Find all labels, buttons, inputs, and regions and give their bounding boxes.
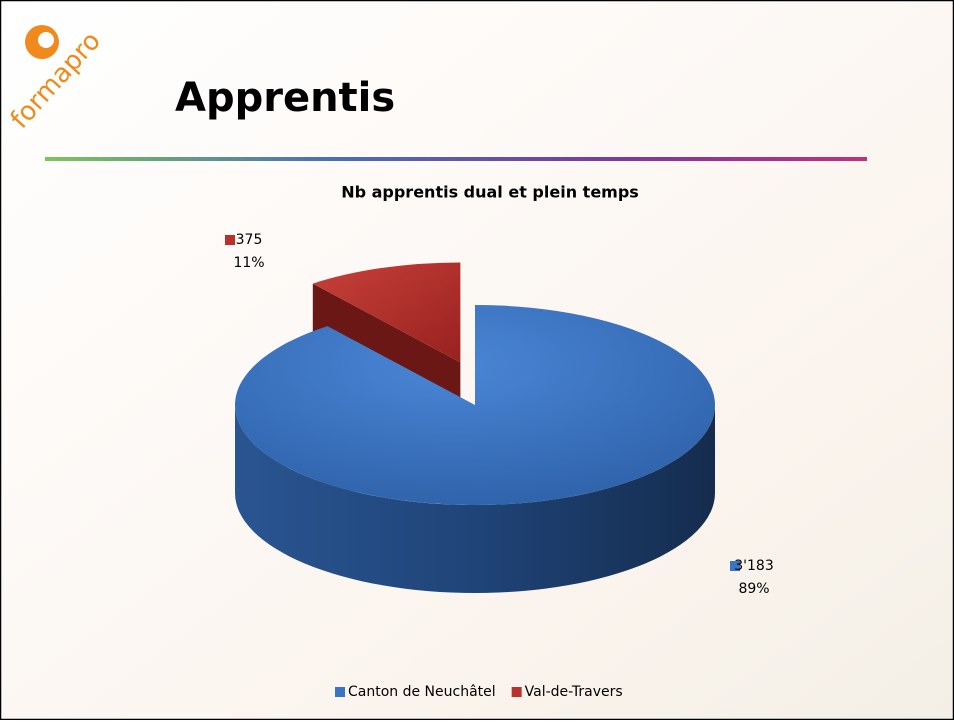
slice [312,262,461,363]
logo-icon-inner [38,32,54,48]
value-label: 375 [236,232,263,248]
slice [234,305,716,506]
pie [234,262,716,593]
legend-swatch [335,687,345,697]
slice-side [235,405,715,593]
legend-label: Val-de-Travers [525,684,623,700]
label-swatch [225,235,235,245]
title-rule [45,157,867,161]
percent-label: 89% [738,581,769,597]
legend-swatch [511,687,522,697]
chart-title: Nb apprentis dual et plein temps [341,183,639,202]
label-swatch [730,561,740,571]
slide-title: Apprentis [175,75,395,121]
value-label: 3'183 [734,558,773,574]
percent-label: 11% [233,255,264,271]
legend-label: Canton de Neuchâtel [348,684,496,700]
labels: 3'183 89% 375 11% Canton de Neuchâtel Val-de-… [225,232,774,700]
